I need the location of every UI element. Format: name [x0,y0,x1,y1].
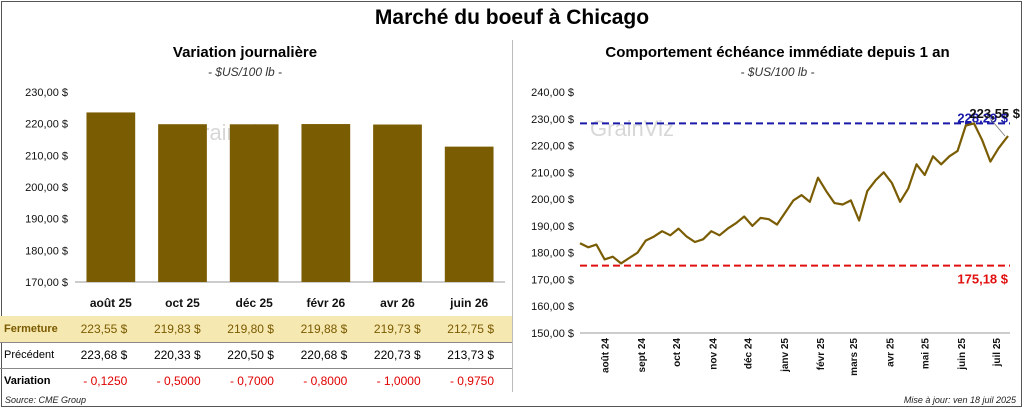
table-cell: 219,80 $ [218,316,292,342]
y-tick-label: 220,00 $ [531,141,574,153]
y-tick-label: 230,00 $ [25,87,68,99]
bar [301,124,351,283]
y-tick-label: 190,00 $ [531,221,574,233]
y-tick-label: 210,00 $ [25,150,68,162]
y-tick-label: 170,00 $ [531,274,574,286]
x-tick-label: nov 24 [708,338,719,370]
table-cell: 220,50 $ [227,348,274,362]
page-title: Marché du boeuf à Chicago [374,6,650,29]
table-row-previous: Précédent 223,68 $ 220,33 $ 220,50 $ 220,68 … [0,342,512,368]
table-cell: - 0,9750 [449,374,494,389]
contracts-table: Fermeture 223,55 $219,83 $219,80 $219,88 … [0,316,512,394]
table-cell: - 0,7000 [229,374,274,389]
x-tick-label: oct 24 [672,338,683,367]
y-tick-label: 200,00 $ [25,182,68,194]
bar [158,124,207,282]
bar [373,124,422,282]
table-cell: - 0,5000 [156,374,201,389]
x-tick-label: août 24 [600,338,611,373]
reference-line-label: 228,29 $ [957,110,1008,125]
x-tick-label: févr 26 [306,296,345,310]
update-note: Mise à jour: ven 18 juil 2025 [903,395,1016,405]
last-value-label: 223,55 $ [969,106,1020,121]
table-cell: 220,68 $ [300,348,348,362]
table-row-variation: Variation - 0,1250 - 0,5000 - 0,7000 - 0,800… [0,368,512,394]
right-chart-unit: - $US/100 lb - [740,65,815,79]
x-tick-label: juin 25 [957,338,968,371]
y-tick-label: 200,00 $ [531,194,574,206]
table-row-close: Fermeture 223,55 $219,83 $219,80 $219,88 … [0,316,512,342]
x-tick-label: janv 25 [780,338,791,373]
y-tick-label: 160,00 $ [531,301,574,313]
bar-chart: 170,00 $ 180,00 $ 190,00 $ 200,00 $ 210,00 $… [25,87,505,310]
table-row-label: Variation [4,375,51,388]
y-tick-label: 170,00 $ [25,277,68,289]
bar [444,146,494,282]
right-chart-title: Comportement échéance immédiate depuis 1… [605,44,950,61]
watermark: GrainViz [590,116,674,141]
line-chart: 150,00 $ 160,00 $ 170,00 $ 180,00 $ 190,00 $… [531,87,1021,376]
table-cell: 220,33 $ [153,348,201,362]
table-cell: 219,88 $ [291,316,366,342]
left-chart-title: Variation journalière [172,44,318,61]
panel-separator [512,40,513,392]
x-tick-label: avr 25 [885,338,896,367]
x-tick-label: avr 26 [380,296,415,310]
x-tick-label: juin 26 [449,296,488,310]
reference-line-label: 175,18 $ [957,272,1008,287]
y-tick-label: 180,00 $ [25,245,68,257]
table-row-label: Fermeture [0,316,72,342]
table-cell: - 0,8000 [303,374,348,389]
x-tick-label: juil 25 [992,338,1003,368]
x-tick-label: mars 25 [849,338,860,376]
y-tick-label: 240,00 $ [531,87,574,99]
x-tick-label: oct 25 [165,296,200,310]
x-tick-label: sept 24 [637,338,648,373]
table-cell: 223,68 $ [80,348,128,362]
y-tick-label: 180,00 $ [531,248,574,260]
table-cell: 219,83 $ [145,316,219,342]
series-line [579,122,1009,265]
bar [229,124,279,282]
y-tick-label: 230,00 $ [531,114,574,126]
y-tick-label: 210,00 $ [531,167,574,179]
table-cell: 220,73 $ [373,348,421,362]
x-tick-label: févr 25 [816,338,827,371]
table-cell: - 1,0000 [376,374,421,389]
x-tick-label: août 25 [90,296,132,310]
source-note: Source: CME Group [5,395,87,405]
y-tick-label: 190,00 $ [25,214,68,226]
bar [86,112,136,282]
x-tick-label: déc 24 [743,338,754,370]
y-tick-label: 220,00 $ [25,119,68,131]
table-row-label: Précédent [4,349,55,361]
x-tick-label: déc 25 [235,296,273,310]
table-cell: 219,73 $ [365,316,439,342]
table-cell: 212,75 $ [438,316,512,342]
table-cell: 223,55 $ [72,316,146,342]
x-tick-label: mai 25 [921,338,932,370]
table-cell: - 0,1250 [83,374,128,389]
table-cell: 213,73 $ [447,348,494,362]
last-value-leader [987,115,1006,137]
left-chart-unit: - $US/100 lb - [207,65,283,79]
y-tick-label: 150,00 $ [531,328,574,340]
